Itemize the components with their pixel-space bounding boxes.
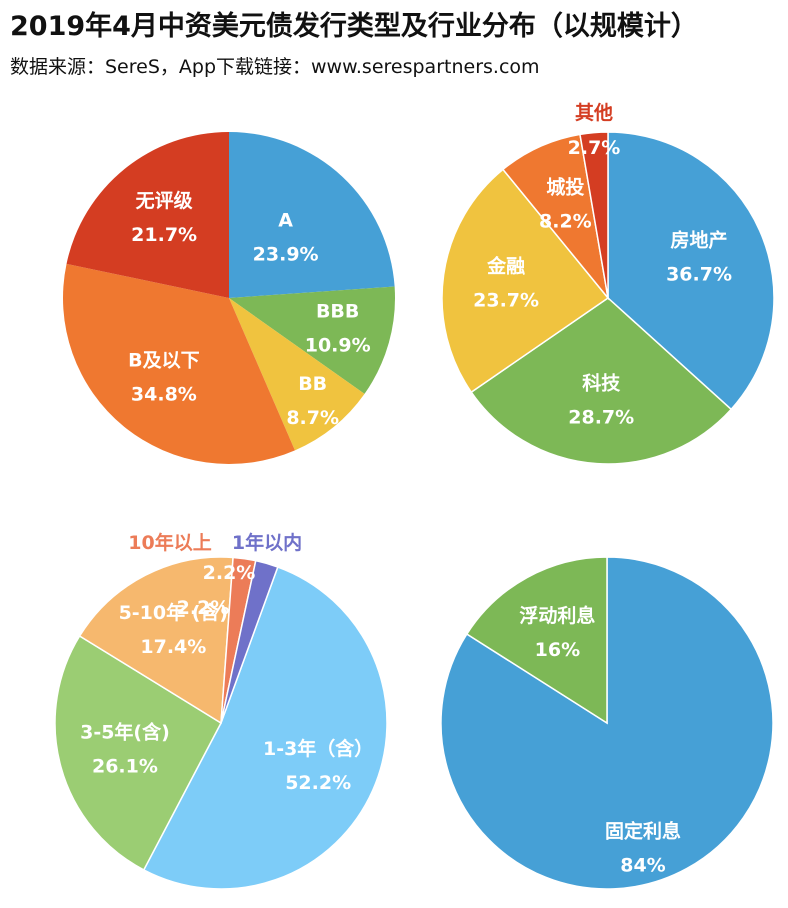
pie-slice: [66, 132, 229, 298]
pie-chart-1: A 23.9% BBB 10.9% BB 8.7% B及以下 34.8% 无评级 21.7%: [63, 132, 395, 464]
slice-name-label: 科技: [582, 372, 621, 395]
slice-name-label: BB: [298, 373, 327, 395]
slice-value-label: 17.4%: [140, 636, 206, 658]
slice-value-label: 28.7%: [568, 407, 634, 429]
slice-value-label: 10.9%: [305, 334, 371, 356]
pie-slice: [229, 286, 395, 394]
pie-chart-3: 1-3年（含） 52.2% 3-5年(含) 26.1% 5-10年 (含) 17.4% 10…: [54, 531, 388, 890]
slice-name-label: 固定利息: [605, 819, 681, 842]
slice-name-label: 其他: [575, 101, 613, 124]
slice-value-label: 8.7%: [286, 407, 339, 429]
data-source-note: 数据来源：SereS，App下载链接：www.serespartners.com: [10, 56, 540, 78]
slice-value-label: 36.7%: [666, 264, 732, 286]
slice-value-label: 26.1%: [92, 755, 158, 777]
slice-value-label: 21.7%: [131, 224, 197, 246]
pie-slice: [54, 634, 222, 871]
slice-value-label: 2.7%: [568, 137, 621, 159]
slice-name-label: 1年以内: [232, 531, 302, 554]
slice-value-label: 2.2%: [203, 562, 256, 584]
pie-chart-4: 固定利息 84% 浮动利息 16%: [440, 556, 774, 890]
slice-name-label: 3-5年(含): [80, 720, 170, 743]
slice-value-label: 2.2%: [177, 597, 230, 619]
slice-value-label: 8.2%: [539, 210, 592, 232]
pie-slice: [579, 131, 609, 299]
pie-slice: [220, 559, 279, 724]
slice-value-label: 16%: [535, 639, 580, 661]
slice-value-label: 34.8%: [131, 384, 197, 406]
pie-slice: [142, 566, 388, 890]
slice-name-label: 5-10年 (含): [119, 601, 229, 624]
slice-name-label: 1-3年（含）: [263, 737, 373, 760]
slice-name-label: B及以下: [128, 350, 199, 372]
slice-value-label: 23.7%: [473, 289, 539, 311]
slice-name-label: 金融: [486, 254, 525, 277]
pie-chart-2: 房地产 36.7% 科技 28.7% 金融 23.7% 城投 8.2% 其他 2.7%: [441, 101, 775, 465]
slice-value-label: 23.9%: [253, 243, 319, 265]
pie-slice: [78, 556, 234, 725]
pie-slice: [229, 298, 365, 451]
pie-slice: [441, 168, 610, 394]
page-title: 2019年4月中资美元债发行类型及行业分布（以规模计）: [10, 11, 698, 42]
slice-name-label: BBB: [316, 300, 359, 322]
pie-slice: [470, 297, 733, 465]
pie-slice: [229, 132, 395, 298]
pie-slice: [465, 556, 608, 725]
slice-name-label: 房地产: [671, 229, 728, 252]
slice-name-label: 无评级: [136, 189, 193, 212]
slice-name-label: 浮动利息: [519, 604, 595, 627]
slice-name-label: A: [278, 209, 293, 231]
pie-slice: [607, 131, 775, 411]
slice-value-label: 84%: [620, 854, 665, 876]
pie-slice: [63, 263, 295, 464]
slice-name-label: 10年以上: [128, 531, 211, 554]
slice-value-label: 52.2%: [285, 772, 351, 794]
slice-name-label: 城投: [546, 175, 584, 198]
